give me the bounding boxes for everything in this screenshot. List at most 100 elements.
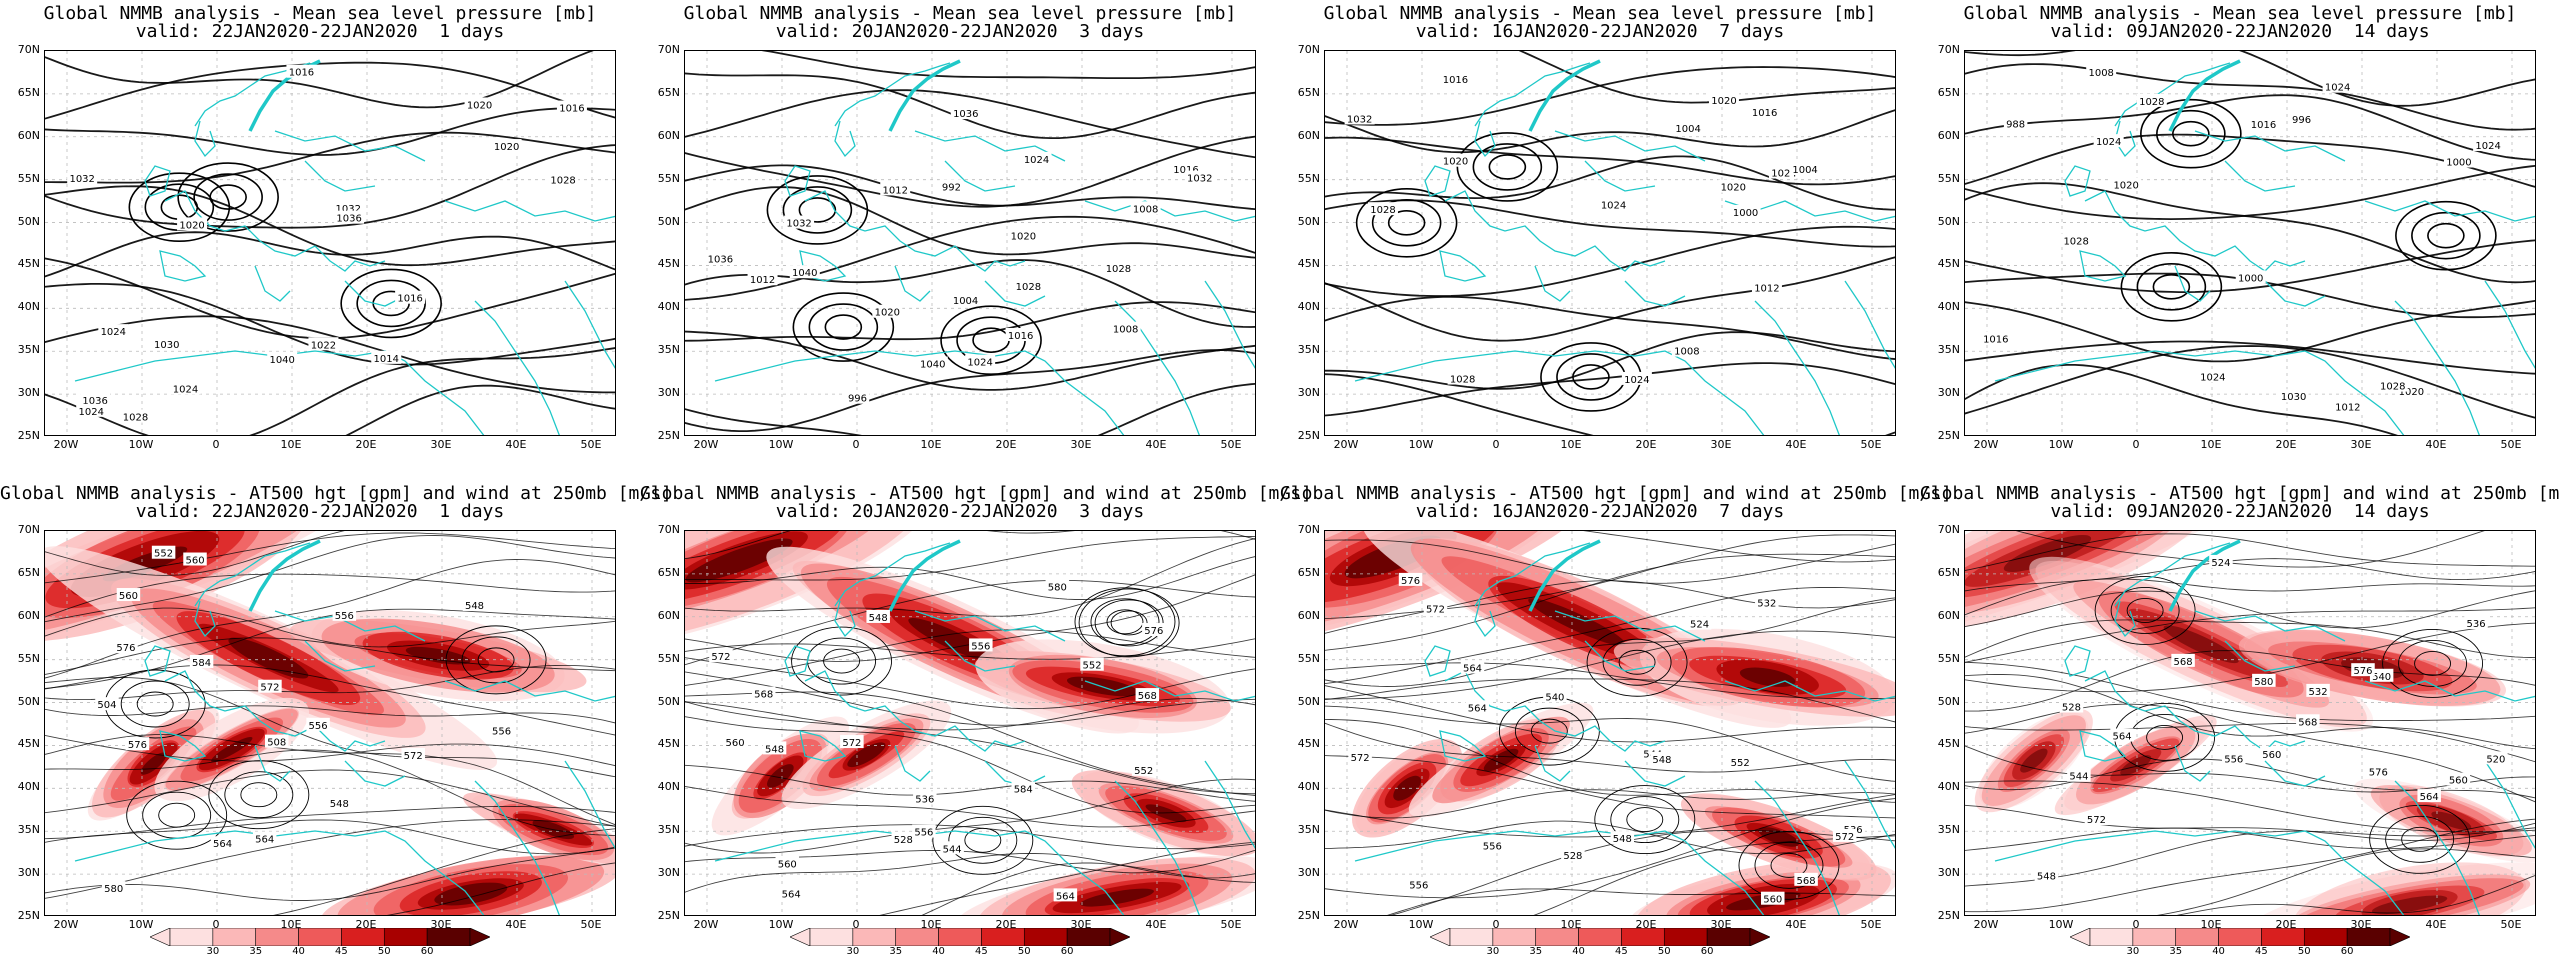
lat-tick-label: 30N <box>1937 386 1960 400</box>
contour-value-label: 1024 <box>2325 83 2350 94</box>
panel-title: Global NMMB analysis - AT500 hgt [gpm] a… <box>640 483 1312 504</box>
contour-value-label: 1028 <box>2063 237 2088 248</box>
contour-value-label: 528 <box>1563 851 1582 862</box>
lon-tick-label: 40E <box>1785 438 1807 451</box>
lat-tick-label: 45N <box>1937 737 1960 751</box>
lat-tick-label: 45N <box>657 257 680 271</box>
lat-tick-label: 60N <box>657 128 680 142</box>
contour-value-label: 560 <box>119 591 138 602</box>
contour-value-label: 564 <box>2420 792 2439 803</box>
contour-value-label: 1024 <box>2200 372 2225 383</box>
contour-value-label: 576 <box>2369 768 2388 779</box>
contour-value-label: 552 <box>1731 758 1750 769</box>
contour-value-label: 580 <box>2254 677 2273 688</box>
contour-value-label: 568 <box>1797 876 1816 887</box>
lat-tick-label: 25N <box>657 429 680 442</box>
contour-value-label: 524 <box>1690 620 1709 631</box>
map-panel-2: Global NMMB analysis - Mean sea level pr… <box>640 0 1280 480</box>
contour-value-label: 552 <box>1134 766 1153 777</box>
contour-value-label: 552 <box>154 549 173 560</box>
lon-tick-label: 50E <box>1860 918 1882 931</box>
contour-value-label: 576 <box>2353 666 2372 677</box>
mslp-map: 988 1000 1008 1012 1016 1020 1024 1028 1016 1024 1… <box>1964 50 2536 436</box>
lon-tick-label: 20W <box>53 918 79 931</box>
lon-tick-label: 20E <box>995 438 1017 451</box>
panel-valid-date: valid: 09JAN2020-22JAN2020 14 days <box>2050 501 2430 522</box>
contour-value-label: 1030 <box>2281 392 2306 403</box>
contour-value-label: 568 <box>754 690 773 701</box>
lon-tick-label: 0 <box>212 918 220 931</box>
contour-lines <box>45 51 615 435</box>
contour-value-label: 560 <box>185 556 204 567</box>
contour-value-label: 1040 <box>920 359 945 370</box>
contour-value-label: 568 <box>1138 691 1157 702</box>
colorbar-tick-label: 50 <box>1657 946 1671 957</box>
contour-value-label: 540 <box>1545 692 1564 703</box>
contour-value-label: 1036 <box>708 254 733 265</box>
lat-tick-label: 55N <box>17 171 40 185</box>
contour-value-label: 564 <box>1056 891 1075 902</box>
contour-value-label: 580 <box>104 884 123 895</box>
lat-tick-label: 55N <box>1297 171 1320 185</box>
contour-value-label: 1028 <box>1016 282 1041 293</box>
colorbar-tick-label: 60 <box>420 946 434 957</box>
contour-value-label: 1016 <box>1173 165 1198 176</box>
lat-tick-label: 60N <box>1297 128 1320 142</box>
z500-wind-map: 5245285325365405445485565645685725765725… <box>1324 530 1896 916</box>
lon-tick-label: 10W <box>2048 918 2074 931</box>
colorbar-tick-label: 30 <box>846 946 860 957</box>
contour-value-label: 1040 <box>792 268 817 279</box>
contour-value-label: 1014 <box>374 354 399 365</box>
lat-tick-label: 35N <box>1937 343 1960 357</box>
lat-tick-label: 45N <box>17 257 40 271</box>
contour-value-label: 556 <box>492 726 511 737</box>
contour-value-label: 572 <box>260 683 279 694</box>
lat-tick-label: 70N <box>657 523 680 536</box>
contour-value-label: 548 <box>330 799 349 810</box>
contour-value-label: 1020 <box>494 142 519 153</box>
contour-value-label: 1016 <box>1443 75 1468 86</box>
contour-value-label: 504 <box>97 700 116 711</box>
lat-tick-label: 30N <box>657 866 680 880</box>
lon-tick-label: 20E <box>2275 438 2297 451</box>
map-panel-8: Global NMMB analysis - AT500 hgt [gpm] a… <box>1920 480 2560 960</box>
contour-value-label: 572 <box>842 738 861 749</box>
contour-lines <box>45 531 615 915</box>
contour-value-label: 1036 <box>336 214 361 225</box>
colorbar-tick-label: 40 <box>1572 946 1585 957</box>
contour-value-label: 564 <box>255 834 274 845</box>
contour-value-label: 564 <box>782 890 801 901</box>
lon-tick-label: 20W <box>1973 438 1999 451</box>
lon-tick-label: 40E <box>1145 918 1167 931</box>
contour-value-label: 1004 <box>1792 165 1817 176</box>
contour-value-label: 1024 <box>967 358 992 369</box>
contour-value-label: 1016 <box>1752 108 1777 119</box>
lat-tick-label: 30N <box>1937 866 1960 880</box>
contour-value-label: 996 <box>848 394 867 405</box>
contour-lines <box>1325 531 1895 915</box>
panel-title: Global NMMB analysis - Mean sea level pr… <box>43 3 597 24</box>
lat-tick-label: 30N <box>657 386 680 400</box>
contour-value-label: 584 <box>192 658 211 669</box>
contour-value-label: 1000 <box>2238 273 2263 284</box>
contour-value-label: 568 <box>2174 657 2193 668</box>
contour-value-label: 556 <box>1483 842 1502 853</box>
lat-tick-label: 35N <box>657 343 680 357</box>
lat-tick-label: 50N <box>1937 694 1960 708</box>
lat-tick-label: 30N <box>1297 386 1320 400</box>
lat-tick-label: 55N <box>657 171 680 185</box>
contour-value-label: 1036 <box>953 109 978 120</box>
lat-tick-label: 55N <box>1937 171 1960 185</box>
lon-tick-label: 40E <box>505 438 527 451</box>
contour-value-label: 1024 <box>1024 155 1049 166</box>
lon-tick-label: 50E <box>2500 918 2522 931</box>
colorbar-tick-label: 50 <box>1017 946 1031 957</box>
lat-tick-label: 60N <box>1937 128 1960 142</box>
colorbar-tick-label: 45 <box>2255 946 2268 957</box>
contour-value-label: 1004 <box>953 296 978 307</box>
contour-value-label: 1012 <box>750 275 775 286</box>
lat-tick-label: 70N <box>1297 523 1320 536</box>
contour-value-label: 576 <box>116 643 135 654</box>
contour-value-label: 1032 <box>69 174 94 185</box>
contour-value-label: 560 <box>725 738 744 749</box>
